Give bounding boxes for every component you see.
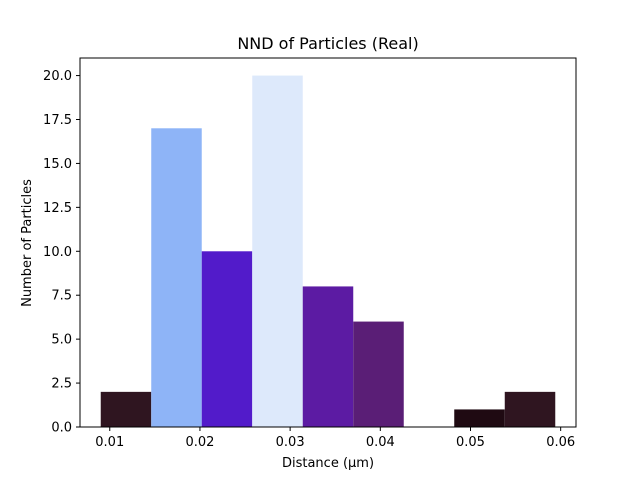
- y-tick-label: 12.5: [43, 201, 72, 216]
- histogram-bar-2: [151, 128, 202, 428]
- x-axis-label: Distance (μm): [282, 456, 374, 471]
- y-tick-label: 0.0: [51, 421, 72, 436]
- histogram-bar-5: [302, 286, 354, 427]
- x-tick-label: 0.05: [456, 435, 485, 450]
- y-tick-label: 17.5: [43, 113, 72, 128]
- x-tick-label: 0.03: [276, 435, 305, 450]
- chart-title: NND of Particles (Real): [237, 34, 418, 53]
- y-tick-label: 20.0: [43, 69, 72, 84]
- x-axis-ticks: 0.01 0.02 0.03 0.04 0.05 0.06: [95, 427, 575, 450]
- plot-frame: [79, 57, 577, 428]
- y-tick-label: 7.5: [51, 289, 72, 304]
- y-axis-ticks: 0.0 2.5 5.0 7.5 10.0 12.5 15.0 17.5 20.0: [43, 69, 80, 436]
- histogram-bar-4: [252, 75, 303, 427]
- x-tick-label: 0.02: [185, 435, 214, 450]
- y-tick-label: 5.0: [51, 333, 72, 348]
- x-tick-label: 0.06: [546, 435, 575, 450]
- y-axis-label: Number of Particles: [20, 179, 35, 307]
- bars-group: [100, 75, 556, 428]
- y-tick-label: 15.0: [43, 157, 72, 172]
- y-tick-label: 10.0: [43, 245, 72, 260]
- histogram-bar-1: [100, 391, 152, 427]
- histogram-bar-3: [201, 251, 253, 427]
- x-tick-label: 0.04: [366, 435, 395, 450]
- x-tick-label: 0.01: [95, 435, 124, 450]
- histogram-bar-8: [454, 409, 505, 427]
- histogram-bar-9: [504, 391, 556, 427]
- y-tick-label: 2.5: [51, 377, 72, 392]
- histogram-bar-6: [353, 321, 404, 427]
